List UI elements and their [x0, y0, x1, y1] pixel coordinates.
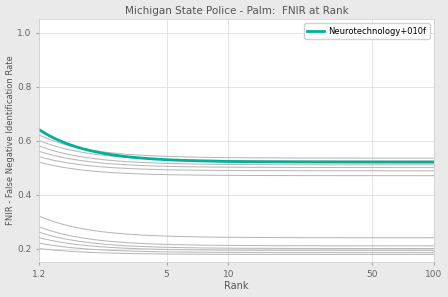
- Neurotechnology+010f: [321, 160, 327, 164]
- Legend: Neurotechnology+010f: Neurotechnology+010f: [304, 23, 430, 39]
- Neurotechnology+010f: [84, 148, 90, 151]
- X-axis label: Rank: Rank: [224, 282, 249, 291]
- Title: Michigan State Police - Palm:  FNIR at Rank: Michigan State Police - Palm: FNIR at Ra…: [125, 6, 349, 15]
- Neurotechnology+010f: [285, 160, 290, 164]
- Neurotechnology+010f: [193, 159, 198, 162]
- Line: Neurotechnology+010f: Neurotechnology+010f: [39, 130, 434, 162]
- Neurotechnology+010f: [165, 158, 171, 162]
- Neurotechnology+010f: [323, 160, 329, 164]
- Y-axis label: FNIR - False Negative Identification Rate: FNIR - False Negative Identification Rat…: [5, 56, 14, 225]
- Neurotechnology+010f: [37, 128, 42, 132]
- Neurotechnology+010f: [431, 160, 436, 164]
